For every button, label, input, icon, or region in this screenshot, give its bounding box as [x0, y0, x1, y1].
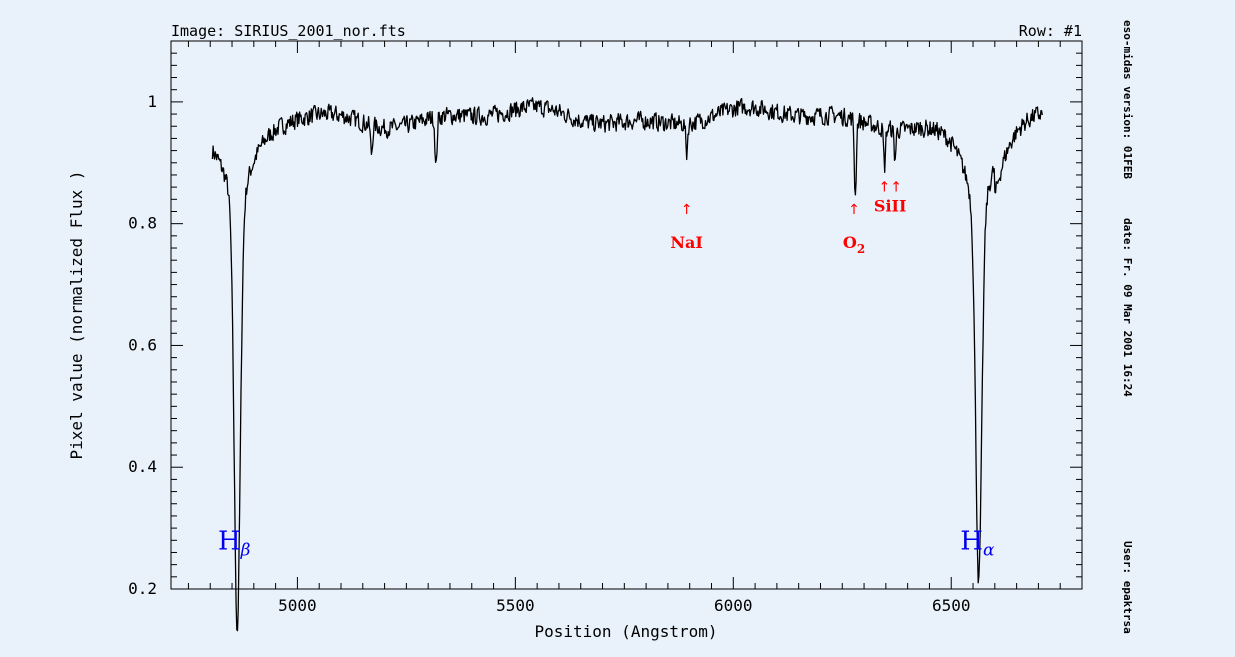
x-tick-label: 5500 — [496, 596, 535, 615]
image-label: Image: SIRIUS_2001_nor.fts — [171, 22, 406, 40]
y-tick-label: 0.6 — [128, 335, 157, 354]
y-tick-label: 1 — [147, 92, 157, 111]
x-tick-label: 6500 — [932, 596, 971, 615]
line-annotations: ↑ NaI ↑ O2 ↑↑SiII Hβ Hα — [218, 179, 995, 560]
row-label: Row: #1 — [1019, 22, 1082, 40]
plot-frame — [170, 40, 1083, 590]
plot-date-label: date: Fr. 09 Mar 2001 16:24 — [1121, 218, 1134, 397]
user-label: User: epaktrsa — [1121, 541, 1134, 634]
y-tick-label: 0.8 — [128, 214, 157, 233]
line-label: SiII — [874, 196, 907, 215]
x-tick-label: 6000 — [714, 596, 753, 615]
hydrogen-line-subscript: α — [983, 540, 995, 560]
line-label-subscript: 2 — [857, 242, 865, 256]
spectrum-line — [211, 97, 1043, 632]
x-axis-label: Position (Angstrom) — [534, 622, 717, 641]
y-tick-label: 0.4 — [128, 457, 157, 476]
x-tick-label: 5000 — [278, 596, 317, 615]
line-label: O2 — [843, 233, 865, 256]
axis-tick-labels: 5000 5500 6000 6500 0.2 0.4 0.6 0.8 1 — [128, 92, 970, 615]
y-axis-label: Pixel value (normalized Flux ) — [67, 171, 86, 460]
line-label: NaI — [670, 233, 702, 252]
axis-ticks — [171, 40, 1083, 590]
annotation-arrow: ↑↑ — [878, 179, 901, 195]
hydrogen-line-subscript: β — [240, 540, 251, 560]
hydrogen-line-label: Hβ — [218, 526, 251, 560]
y-tick-label: 0.2 — [128, 579, 157, 598]
annotation-arrow: ↑ — [681, 202, 693, 218]
hydrogen-line-label: Hα — [960, 526, 995, 560]
annotation-arrow: ↑ — [848, 202, 860, 218]
midas-version-label: eso-midas version: 01FEB — [1121, 20, 1134, 179]
